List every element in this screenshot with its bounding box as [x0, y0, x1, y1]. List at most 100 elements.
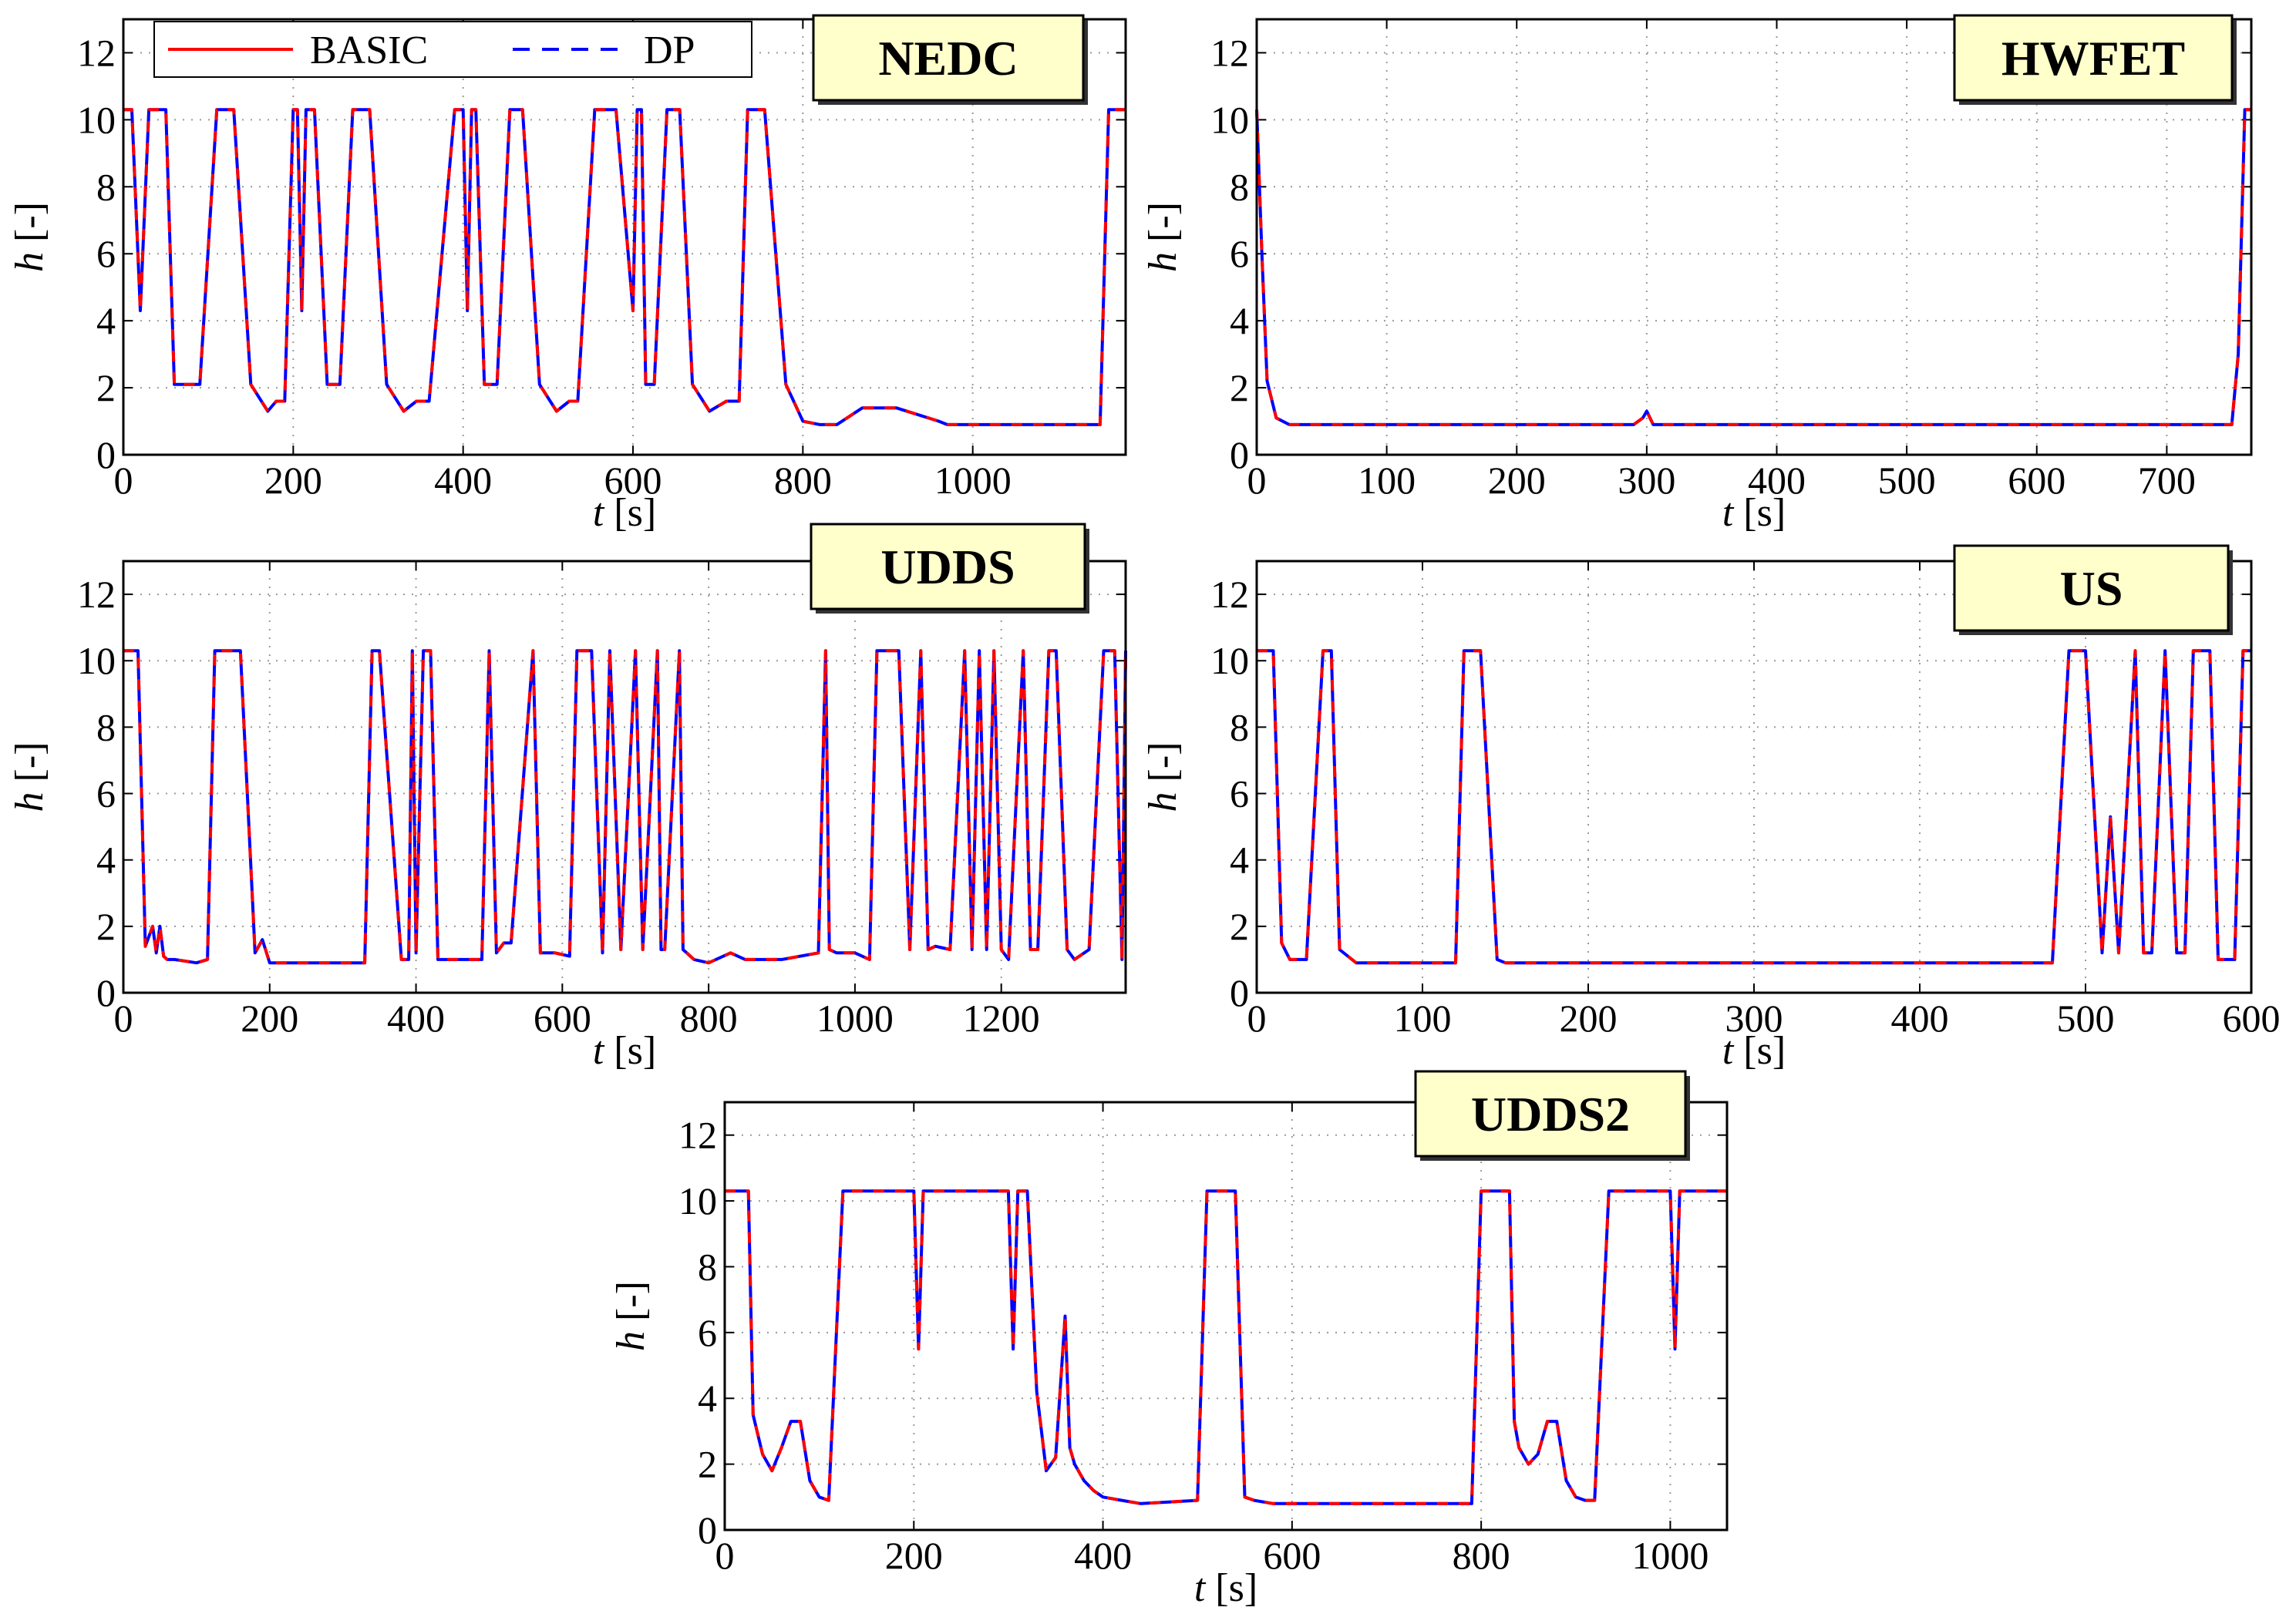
plot-frame — [723, 1101, 1729, 1532]
y-tick-label: 10 — [77, 98, 116, 141]
x-tick-label: 200 — [1560, 997, 1618, 1040]
y-tick-label: 0 — [1230, 971, 1249, 1014]
x-tick-label: 300 — [1618, 459, 1675, 502]
chart-title: US — [2060, 561, 2123, 616]
x-tick-label: 400 — [1748, 459, 1806, 502]
y-tick-label: 6 — [1230, 232, 1249, 275]
x-tick-label: 500 — [1878, 459, 1936, 502]
plot-background — [725, 1102, 1727, 1530]
y-tick-label: 0 — [96, 971, 116, 1014]
y-axis-label: h [-] — [1141, 202, 1185, 272]
y-tick-label: 10 — [77, 639, 116, 682]
y-tick-label: 2 — [1230, 366, 1249, 409]
legend-dp-label: DP — [644, 29, 695, 72]
x-tick-label: 0 — [114, 459, 133, 502]
x-tick-label: 0 — [715, 1534, 735, 1577]
title-badge — [812, 14, 1085, 102]
y-tick-label: 6 — [698, 1311, 717, 1354]
series-basic-line — [1257, 649, 2251, 965]
series-basic-line — [725, 1189, 1727, 1505]
y-tick-label: 2 — [698, 1443, 717, 1486]
title-badge — [1953, 14, 2234, 102]
y-tick-label: 6 — [96, 772, 116, 815]
x-tick-label: 200 — [264, 459, 322, 502]
x-tick-label: 1000 — [816, 997, 894, 1040]
y-tick-label: 6 — [1230, 772, 1249, 815]
y-tick-label: 10 — [678, 1179, 717, 1222]
y-tick-label: 12 — [1210, 573, 1249, 616]
x-tick-label: 300 — [1725, 997, 1783, 1040]
y-tick-label: 4 — [698, 1377, 717, 1420]
x-tick-label: 400 — [1891, 997, 1949, 1040]
x-tick-label: 100 — [1394, 997, 1452, 1040]
y-tick-label: 0 — [698, 1508, 717, 1552]
x-tick-label: 0 — [1247, 997, 1267, 1040]
y-tick-label: 12 — [1210, 31, 1249, 74]
y-axis-label: h [-] — [609, 1281, 653, 1351]
y-tick-label: 8 — [698, 1245, 717, 1288]
x-tick-label: 600 — [2223, 997, 2281, 1040]
y-tick-label: 0 — [96, 433, 116, 476]
panel-hwfet: 0 100 200 300 400 500 600 700 0 2 4 6 8 10 12 t [s] h [-… — [1141, 14, 2253, 535]
x-tick-label: 800 — [1453, 1534, 1510, 1577]
x-tick-label: 200 — [241, 997, 298, 1040]
y-tick-label: 12 — [77, 31, 116, 74]
plot-frame — [1255, 18, 2253, 456]
panel-udds2: 0 200 400 600 800 1000 0 2 4 6 8 10 12 t [s] h [-] UDDS… — [609, 1070, 1729, 1610]
x-axis-label: t [s] — [593, 491, 656, 535]
y-axis-label: h [-] — [8, 742, 52, 812]
y-tick-label: 4 — [96, 299, 116, 342]
y-tick-label: 8 — [96, 165, 116, 208]
y-tick-label: 10 — [1210, 98, 1249, 141]
x-tick-label: 100 — [1358, 459, 1416, 502]
y-tick-label: 4 — [1230, 299, 1249, 342]
x-tick-label: 200 — [1488, 459, 1546, 502]
y-tick-label: 8 — [1230, 165, 1249, 208]
series-basic-line — [123, 649, 1127, 965]
x-tick-label: 700 — [2138, 459, 2196, 502]
y-axis-label: h [-] — [8, 202, 52, 272]
x-tick-label: 600 — [534, 997, 591, 1040]
title-badge — [810, 523, 1086, 610]
legend-basic-label: BASIC — [310, 29, 428, 72]
x-axis-label: t [s] — [593, 1029, 656, 1073]
y-tick-label: 12 — [678, 1114, 717, 1157]
y-tick-label: 12 — [77, 573, 116, 616]
y-tick-label: 4 — [96, 839, 116, 882]
y-tick-label: 2 — [96, 905, 116, 948]
panel-udds: 0 200 400 600 800 1000 1200 0 2 4 6 8 10 12 t [s] h [-]… — [8, 523, 1127, 1073]
series-dp-line — [1255, 108, 2251, 426]
x-tick-label: 400 — [387, 997, 445, 1040]
x-axis-label: t [s] — [1722, 491, 1786, 535]
x-tick-label: 1200 — [963, 997, 1040, 1040]
x-tick-label: 1000 — [934, 459, 1012, 502]
plot-frame — [1255, 560, 2253, 994]
x-tick-label: 600 — [1263, 1534, 1321, 1577]
x-tick-label: 400 — [1074, 1534, 1132, 1577]
x-tick-label: 600 — [604, 459, 662, 502]
x-tick-label: 200 — [885, 1534, 943, 1577]
y-tick-label: 2 — [96, 366, 116, 409]
panel-us: 0 100 200 300 400 500 600 0 2 4 6 8 10 12 t [s] h [-] US — [1141, 544, 2281, 1073]
x-tick-label: 800 — [774, 459, 832, 502]
chart-title: UDDS — [880, 540, 1015, 594]
y-tick-label: 8 — [96, 705, 116, 748]
x-tick-label: 600 — [2008, 459, 2065, 502]
chart-title: HWFET — [2001, 31, 2185, 86]
y-tick-label: 0 — [1230, 433, 1249, 476]
x-tick-label: 1000 — [1631, 1534, 1709, 1577]
y-tick-label: 8 — [1230, 705, 1249, 748]
x-tick-label: 500 — [2057, 997, 2115, 1040]
y-tick-label: 10 — [1210, 639, 1249, 682]
title-badge — [1414, 1070, 1687, 1158]
x-axis-label: t [s] — [1194, 1566, 1257, 1610]
x-tick-label: 800 — [680, 997, 738, 1040]
plot-frame — [122, 560, 1127, 994]
series-basic-line — [123, 108, 1126, 426]
y-tick-label: 6 — [96, 232, 116, 275]
panel-nedc: 0 200 400 600 800 1000 0 2 4 6 8 10 12 t [s] h [-] NEDC — [8, 14, 1127, 535]
x-tick-label: 0 — [1247, 459, 1267, 502]
y-axis-label: h [-] — [1141, 742, 1185, 812]
x-tick-label: 0 — [114, 997, 133, 1040]
